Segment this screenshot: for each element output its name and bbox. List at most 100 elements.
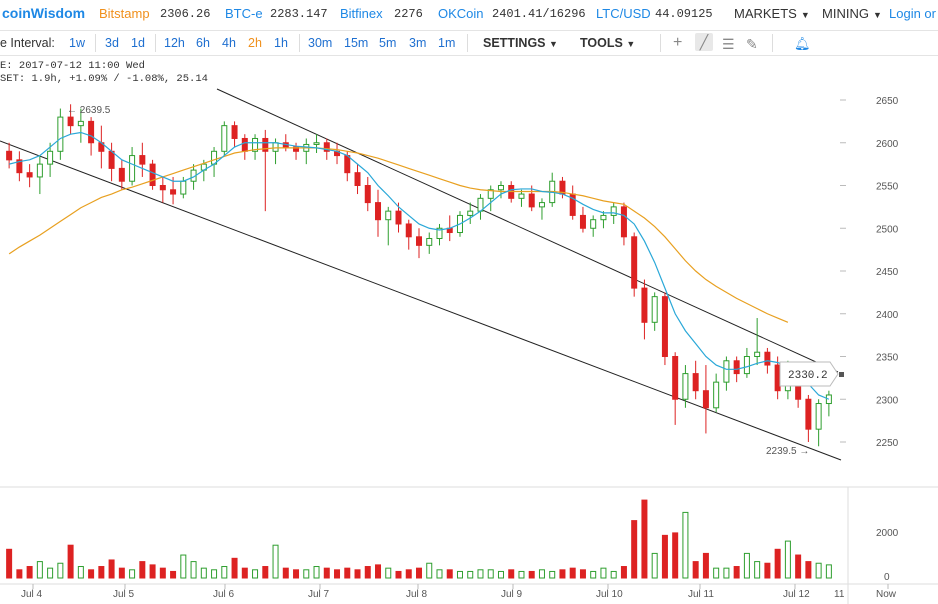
time-tick-label: Jul 4	[21, 589, 43, 600]
volume-bar	[518, 570, 525, 579]
lower-trend-line	[0, 140, 842, 461]
crosshair-icon[interactable]: +	[673, 34, 683, 51]
time-tick-label: Jul 5	[113, 589, 135, 600]
volume-bar	[661, 534, 668, 579]
candle-body	[436, 227, 443, 240]
volume-bar	[252, 569, 259, 579]
candle-body	[743, 356, 750, 375]
volume-bar	[559, 569, 566, 579]
price-tick-label: 2600	[876, 139, 899, 150]
mining-menu[interactable]: MINING ▼	[822, 6, 882, 21]
fast-moving-average	[8, 131, 830, 400]
candle-body	[528, 193, 535, 208]
arrow-left-icon: ←	[67, 105, 80, 116]
line-draw-icon[interactable]: ╱	[695, 33, 713, 51]
candle-body	[57, 116, 64, 152]
low-label: 2239.5	[766, 446, 797, 457]
interval-3d[interactable]: 3d	[105, 36, 119, 50]
volume-bar	[190, 561, 197, 579]
trend-lines	[0, 88, 842, 461]
candle-body	[88, 120, 95, 144]
bell-icon[interactable]: 🔔︎	[794, 36, 811, 51]
volume-bar	[477, 569, 484, 579]
top-bar: coinWisdom Bitstamp 2306.26 BTC-e 2283.1…	[0, 0, 938, 31]
candle-body	[405, 223, 412, 238]
high-label: 2639.5	[80, 105, 111, 116]
ticker-ltc-name[interactable]: LTC/USD	[596, 6, 651, 21]
candle-body	[323, 142, 330, 152]
time-tick-label: Jul 9	[501, 589, 523, 600]
interval-3m[interactable]: 3m	[409, 36, 427, 50]
volume-bar	[702, 552, 709, 579]
candle-body	[723, 360, 730, 383]
volume-bar	[67, 544, 74, 579]
volume-bar	[764, 562, 771, 579]
settings-menu[interactable]: SETTINGS ▼	[483, 36, 558, 50]
tools-menu[interactable]: TOOLS ▼	[580, 36, 635, 50]
login-link[interactable]: Login or R	[889, 6, 938, 21]
volume-bar	[508, 569, 515, 579]
candle-body	[600, 214, 607, 221]
candle-body	[620, 206, 627, 238]
candles	[6, 104, 832, 447]
interval-15m[interactable]: 15m	[344, 36, 369, 50]
candle-body	[631, 236, 638, 289]
volume-bar	[200, 567, 207, 579]
ticker-btce-name[interactable]: BTC-e	[225, 6, 263, 21]
candle-body	[364, 185, 371, 204]
interval-1h[interactable]: 1h	[274, 36, 288, 50]
price-tick-label: 2400	[876, 310, 899, 321]
volume-bar	[825, 564, 832, 579]
volume-bar	[129, 569, 136, 579]
markets-menu[interactable]: MARKETS ▼	[734, 6, 810, 21]
candle-body	[774, 364, 781, 392]
volume-bar	[221, 566, 228, 579]
candle-body	[231, 125, 238, 139]
ticker-okcoin-name[interactable]: OKCoin	[438, 6, 484, 21]
candle-body	[713, 381, 720, 409]
brush-icon[interactable]: ✎	[746, 36, 758, 52]
volume-bar	[590, 570, 597, 579]
interval-1m[interactable]: 1m	[438, 36, 456, 50]
candle-body	[754, 351, 761, 358]
price-tick-label: 2350	[876, 353, 899, 364]
volume-bar	[569, 567, 576, 579]
candle-body	[805, 398, 812, 430]
interval-4h[interactable]: 4h	[222, 36, 236, 50]
candle-body	[6, 150, 13, 161]
volume-bar	[784, 540, 791, 579]
interval-1w[interactable]: 1w	[69, 36, 85, 50]
current-price-label: 2330.2	[788, 370, 828, 382]
interval-1d[interactable]: 1d	[131, 36, 145, 50]
volume-bar	[405, 569, 412, 579]
volume-bar	[743, 552, 750, 579]
volume-bar	[88, 569, 95, 579]
ticker-bitstamp-name[interactable]: Bitstamp	[99, 6, 150, 21]
interval-2h[interactable]: 2h	[248, 36, 262, 50]
interval-6h[interactable]: 6h	[196, 36, 210, 50]
candle-body	[395, 210, 402, 225]
candle-body	[221, 125, 228, 152]
candle-body	[67, 116, 74, 127]
volume-bar	[16, 569, 23, 579]
interval-12h[interactable]: 12h	[164, 36, 185, 50]
interval-30m[interactable]: 30m	[308, 36, 333, 50]
time-edge-label: 11	[834, 589, 845, 600]
candle-body	[538, 202, 545, 208]
arrow-right-icon: →	[797, 446, 810, 457]
interval-5m[interactable]: 5m	[379, 36, 397, 50]
volume-tick: 2000	[876, 528, 899, 539]
volume-bar	[364, 566, 371, 579]
volume-bar	[231, 557, 238, 579]
site-logo[interactable]: coinWisdom	[2, 5, 86, 21]
horizontal-lines-icon[interactable]: ☰	[722, 36, 735, 52]
volume-bar	[713, 567, 720, 579]
candle-body	[26, 172, 33, 178]
ticker-bitfinex-name[interactable]: Bitfinex	[340, 6, 383, 21]
volume-bar	[395, 570, 402, 579]
volume-bar	[815, 562, 822, 579]
volume-bar	[528, 570, 535, 579]
candle-body	[590, 219, 597, 229]
chart-toolbar: e Interval: 1w 3d 1d 12h 6h 4h 2h 1h 30m…	[0, 31, 938, 56]
